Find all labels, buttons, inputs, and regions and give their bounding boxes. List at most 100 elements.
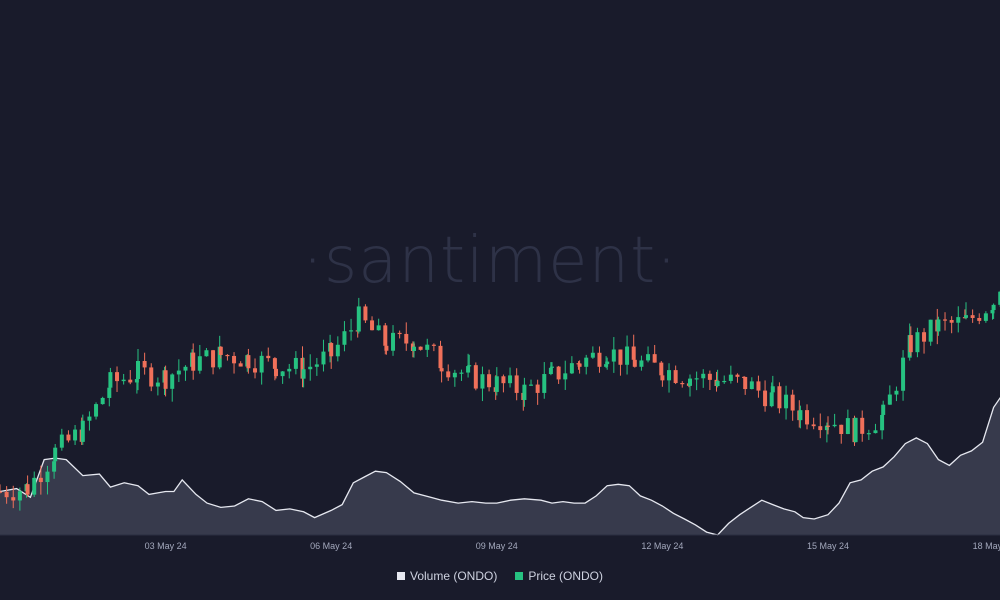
candle-body (936, 319, 941, 332)
candle-body (949, 320, 954, 323)
candle-up (452, 369, 457, 387)
candle-body (155, 382, 160, 387)
candle-body (384, 345, 389, 351)
candle-up (467, 354, 472, 372)
candle-up (542, 362, 547, 399)
candle-body (412, 346, 416, 352)
candle-body (584, 357, 589, 367)
candle-down (404, 322, 409, 351)
candle-down (431, 343, 436, 352)
candle-body (494, 376, 499, 392)
candle-body (107, 387, 112, 398)
candle-up (784, 385, 789, 420)
candle-body (660, 375, 665, 381)
candle-down (384, 336, 389, 355)
candle-body (183, 366, 188, 371)
candle-down (977, 313, 982, 325)
candle-body (811, 424, 816, 427)
candle-body (688, 378, 692, 386)
candle-body (915, 332, 920, 353)
candle-body (80, 420, 85, 442)
candle-up (832, 413, 837, 428)
candle-body (770, 386, 775, 393)
candle-down (246, 348, 251, 374)
candle-body (728, 374, 733, 381)
candle-body (880, 414, 885, 431)
candle-body (618, 349, 623, 365)
candle-body (908, 335, 913, 353)
candle-body (977, 317, 982, 321)
candle-down (514, 368, 519, 401)
candle-up (646, 346, 651, 363)
candle-up (459, 369, 464, 381)
candle-body (680, 383, 685, 385)
candle-up (87, 411, 92, 431)
candle-down (707, 370, 712, 391)
candle-body (839, 424, 844, 435)
candle-up (694, 371, 699, 391)
candle-up (321, 339, 326, 372)
candle-body (805, 410, 810, 425)
candle-body (142, 360, 147, 368)
candle-up (94, 402, 99, 420)
candle-up (183, 365, 188, 381)
candle-down (363, 304, 368, 323)
legend-item-price[interactable]: Price (ONDO) (515, 569, 603, 583)
candle-up (873, 423, 878, 434)
candle-body (191, 352, 196, 371)
candle-body (480, 374, 485, 389)
candle-body (777, 386, 782, 409)
candle-up (529, 379, 534, 386)
candle-body (431, 344, 436, 346)
candle-body (301, 369, 306, 379)
candle-body (694, 378, 699, 380)
candle-body (824, 425, 829, 431)
candle-body (673, 370, 678, 384)
candle-body (625, 346, 630, 365)
candle-body (853, 417, 858, 443)
candle-body (749, 381, 754, 390)
candle-up (176, 359, 181, 383)
candle-down (487, 369, 492, 392)
candle-down (149, 363, 154, 392)
price-swatch-icon (515, 572, 524, 580)
candle-up (342, 321, 347, 352)
candle-up (335, 336, 340, 362)
candle-up (701, 369, 706, 388)
legend: Volume (ONDO) Price (ONDO) (0, 569, 1000, 583)
candle-up (715, 369, 720, 388)
candle-body (287, 368, 292, 372)
candle-body (508, 375, 513, 384)
candle-body (735, 374, 740, 377)
candle-down (163, 365, 168, 397)
candle-down (949, 316, 954, 334)
candle-body (308, 366, 313, 370)
legend-item-volume[interactable]: Volume (ONDO) (396, 569, 497, 583)
candle-down (370, 316, 375, 331)
candle-body (11, 497, 16, 501)
candle-down (66, 430, 71, 443)
candle-body (94, 404, 99, 417)
candle-down (191, 343, 196, 380)
candle-body (170, 374, 175, 389)
candle-down (232, 352, 237, 374)
candle-up (936, 316, 941, 336)
candle-body (964, 315, 968, 318)
candle-up (590, 346, 595, 359)
candle-up (73, 425, 78, 445)
candle-body (452, 372, 457, 378)
candle-body (866, 433, 871, 435)
candle-down (908, 326, 913, 357)
candle-body (901, 357, 906, 391)
candle-up (80, 414, 85, 445)
candle-body (438, 345, 443, 369)
candle-down (211, 349, 216, 375)
candle-body (370, 320, 375, 331)
candle-up (866, 429, 871, 440)
candle-up (584, 354, 589, 375)
candle-down (597, 346, 602, 373)
candle-body (87, 416, 92, 421)
candle-body (163, 370, 168, 389)
candle-body (514, 375, 519, 393)
